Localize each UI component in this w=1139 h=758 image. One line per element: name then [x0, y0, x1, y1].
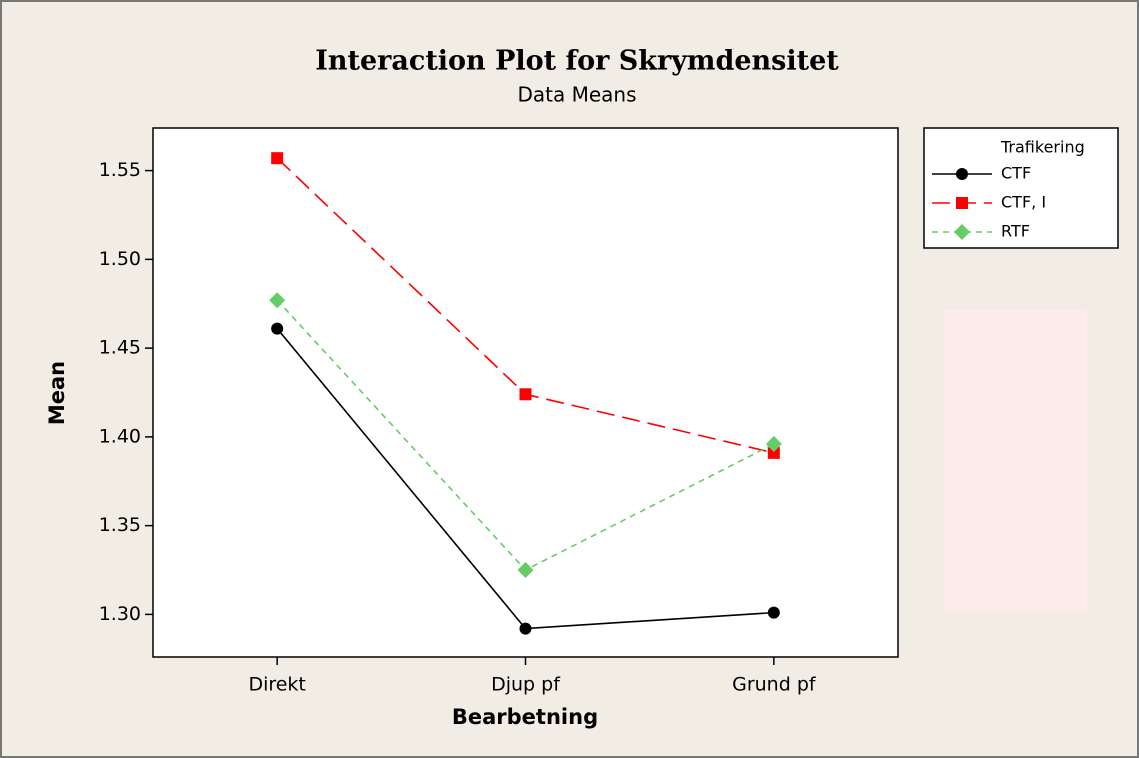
y-axis-label: Mean	[45, 361, 69, 425]
legend-label: CTF	[1001, 164, 1031, 183]
marker	[271, 152, 284, 165]
y-tick-label: 1.30	[99, 603, 141, 625]
y-tick-label: 1.35	[99, 514, 141, 536]
chart-subtitle: Data Means	[517, 83, 636, 107]
marker	[956, 197, 968, 209]
y-tick-label: 1.40	[99, 425, 141, 447]
legend-title: Trafikering	[1000, 138, 1085, 157]
marker	[517, 562, 534, 579]
marker	[956, 168, 968, 180]
marker	[767, 606, 780, 619]
marker	[765, 435, 782, 452]
legend-label: CTF, I	[1001, 193, 1046, 212]
marker	[767, 446, 780, 459]
y-tick-label: 1.45	[99, 337, 141, 359]
y-tick-label: 1.55	[99, 159, 141, 181]
marker	[519, 622, 532, 635]
marker	[269, 292, 286, 309]
y-tick-label: 1.50	[99, 248, 141, 270]
decoration	[944, 310, 1087, 613]
chart-title: Interaction Plot for Skrymdensitet	[315, 46, 839, 77]
x-tick-label: Djup pf	[491, 674, 561, 696]
marker	[519, 388, 532, 401]
legend-label: RTF	[1001, 222, 1030, 241]
legend-box	[923, 127, 1119, 249]
x-tick-label: Grund pf	[732, 674, 817, 696]
x-axis-label: Bearbetning	[452, 705, 598, 729]
marker	[954, 224, 970, 240]
marker	[271, 322, 284, 335]
x-tick-label: Direkt	[248, 674, 305, 696]
